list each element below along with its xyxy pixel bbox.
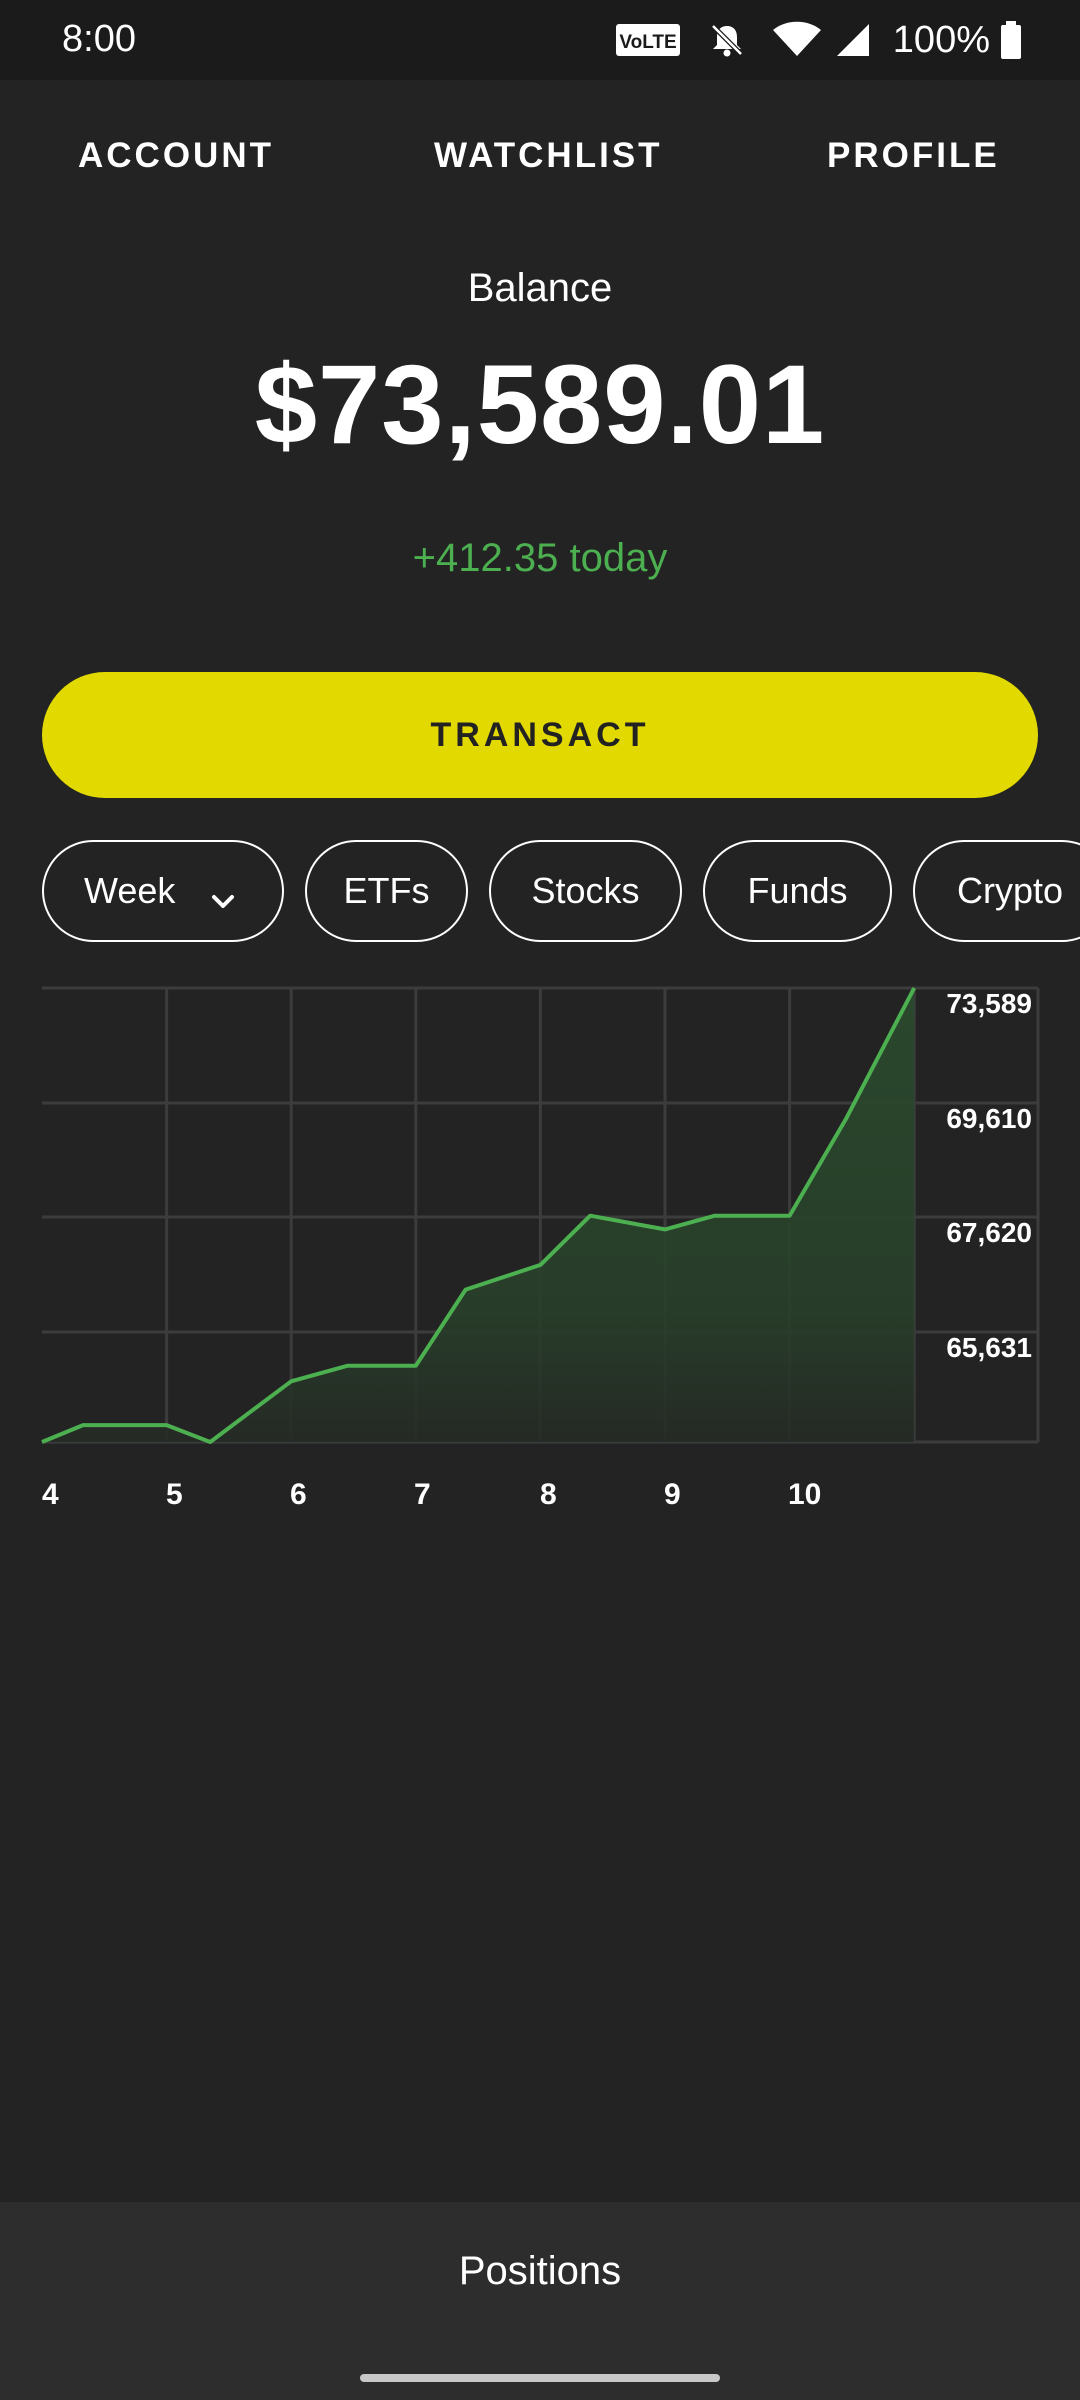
tab-account[interactable]: ACCOUNT — [78, 136, 274, 175]
status-icons: VoLTE 100% — [615, 0, 1080, 80]
battery-percent: 100% — [892, 18, 990, 61]
system-nav-bar — [0, 2360, 1080, 2400]
balance-chart: 73,589 69,610 67,620 65,631 4 5 6 7 8 9 10 — [0, 980, 1080, 1520]
y-tick-label: 65,631 — [946, 1332, 1032, 1363]
balance-label: Balance — [467, 266, 613, 310]
signal-icon — [833, 20, 873, 60]
x-tick-label: 4 — [42, 1478, 59, 1511]
chevron-down-icon — [210, 878, 236, 920]
top-nav: ACCOUNT WATCHLIST PROFILE — [0, 80, 1080, 230]
chip-crypto[interactable]: Crypto — [913, 840, 1080, 942]
balance-change: +412.35 today — [412, 536, 668, 580]
chart-svg: 73,589 69,610 67,620 65,631 4 5 6 7 8 9 10 — [41, 986, 1040, 1511]
x-tick-label: 7 — [414, 1478, 431, 1511]
x-tick-label: 9 — [664, 1478, 681, 1511]
transact-label: TRANSACT — [430, 715, 650, 754]
chart-line — [41, 987, 916, 1444]
gesture-handle[interactable] — [360, 2374, 720, 2382]
tab-profile[interactable]: PROFILE — [827, 136, 1000, 175]
chip-stocks[interactable]: Stocks — [489, 840, 682, 942]
filter-chips: Week ETFs Stocks Funds Crypto — [0, 840, 1080, 946]
tab-watchlist[interactable]: WATCHLIST — [434, 136, 663, 175]
wifi-icon — [771, 20, 823, 60]
y-tick-label: 73,589 — [946, 988, 1032, 1019]
positions-button[interactable]: Positions — [0, 2202, 1080, 2360]
period-label: Week — [84, 870, 176, 911]
volte-text: VoLTE — [619, 32, 676, 53]
y-tick-label: 67,620 — [946, 1217, 1032, 1248]
x-tick-label: 6 — [290, 1478, 307, 1511]
x-tick-label: 8 — [540, 1478, 557, 1511]
y-tick-label: 69,610 — [946, 1103, 1032, 1134]
transact-button[interactable]: TRANSACT — [42, 672, 1038, 798]
chart-area — [42, 988, 915, 1442]
status-bar: 8:00 VoLTE — [0, 0, 1080, 80]
y-axis-labels: 73,589 69,610 67,620 65,631 — [946, 988, 1032, 1363]
balance-value: $73,589.01 — [254, 342, 826, 467]
volte-icon: VoLTE — [615, 23, 681, 57]
x-tick-label: 10 — [788, 1478, 821, 1511]
battery-icon — [1000, 20, 1022, 60]
chip-funds[interactable]: Funds — [703, 840, 892, 942]
chip-etfs[interactable]: ETFs — [305, 840, 468, 942]
x-tick-label: 5 — [166, 1478, 183, 1511]
period-dropdown[interactable]: Week — [42, 840, 284, 942]
bell-off-icon — [707, 20, 747, 60]
x-axis-labels: 4 5 6 7 8 9 10 — [42, 1478, 821, 1511]
positions-label: Positions — [458, 2248, 622, 2293]
status-time: 8:00 — [62, 18, 136, 60]
series-area — [42, 988, 915, 1442]
